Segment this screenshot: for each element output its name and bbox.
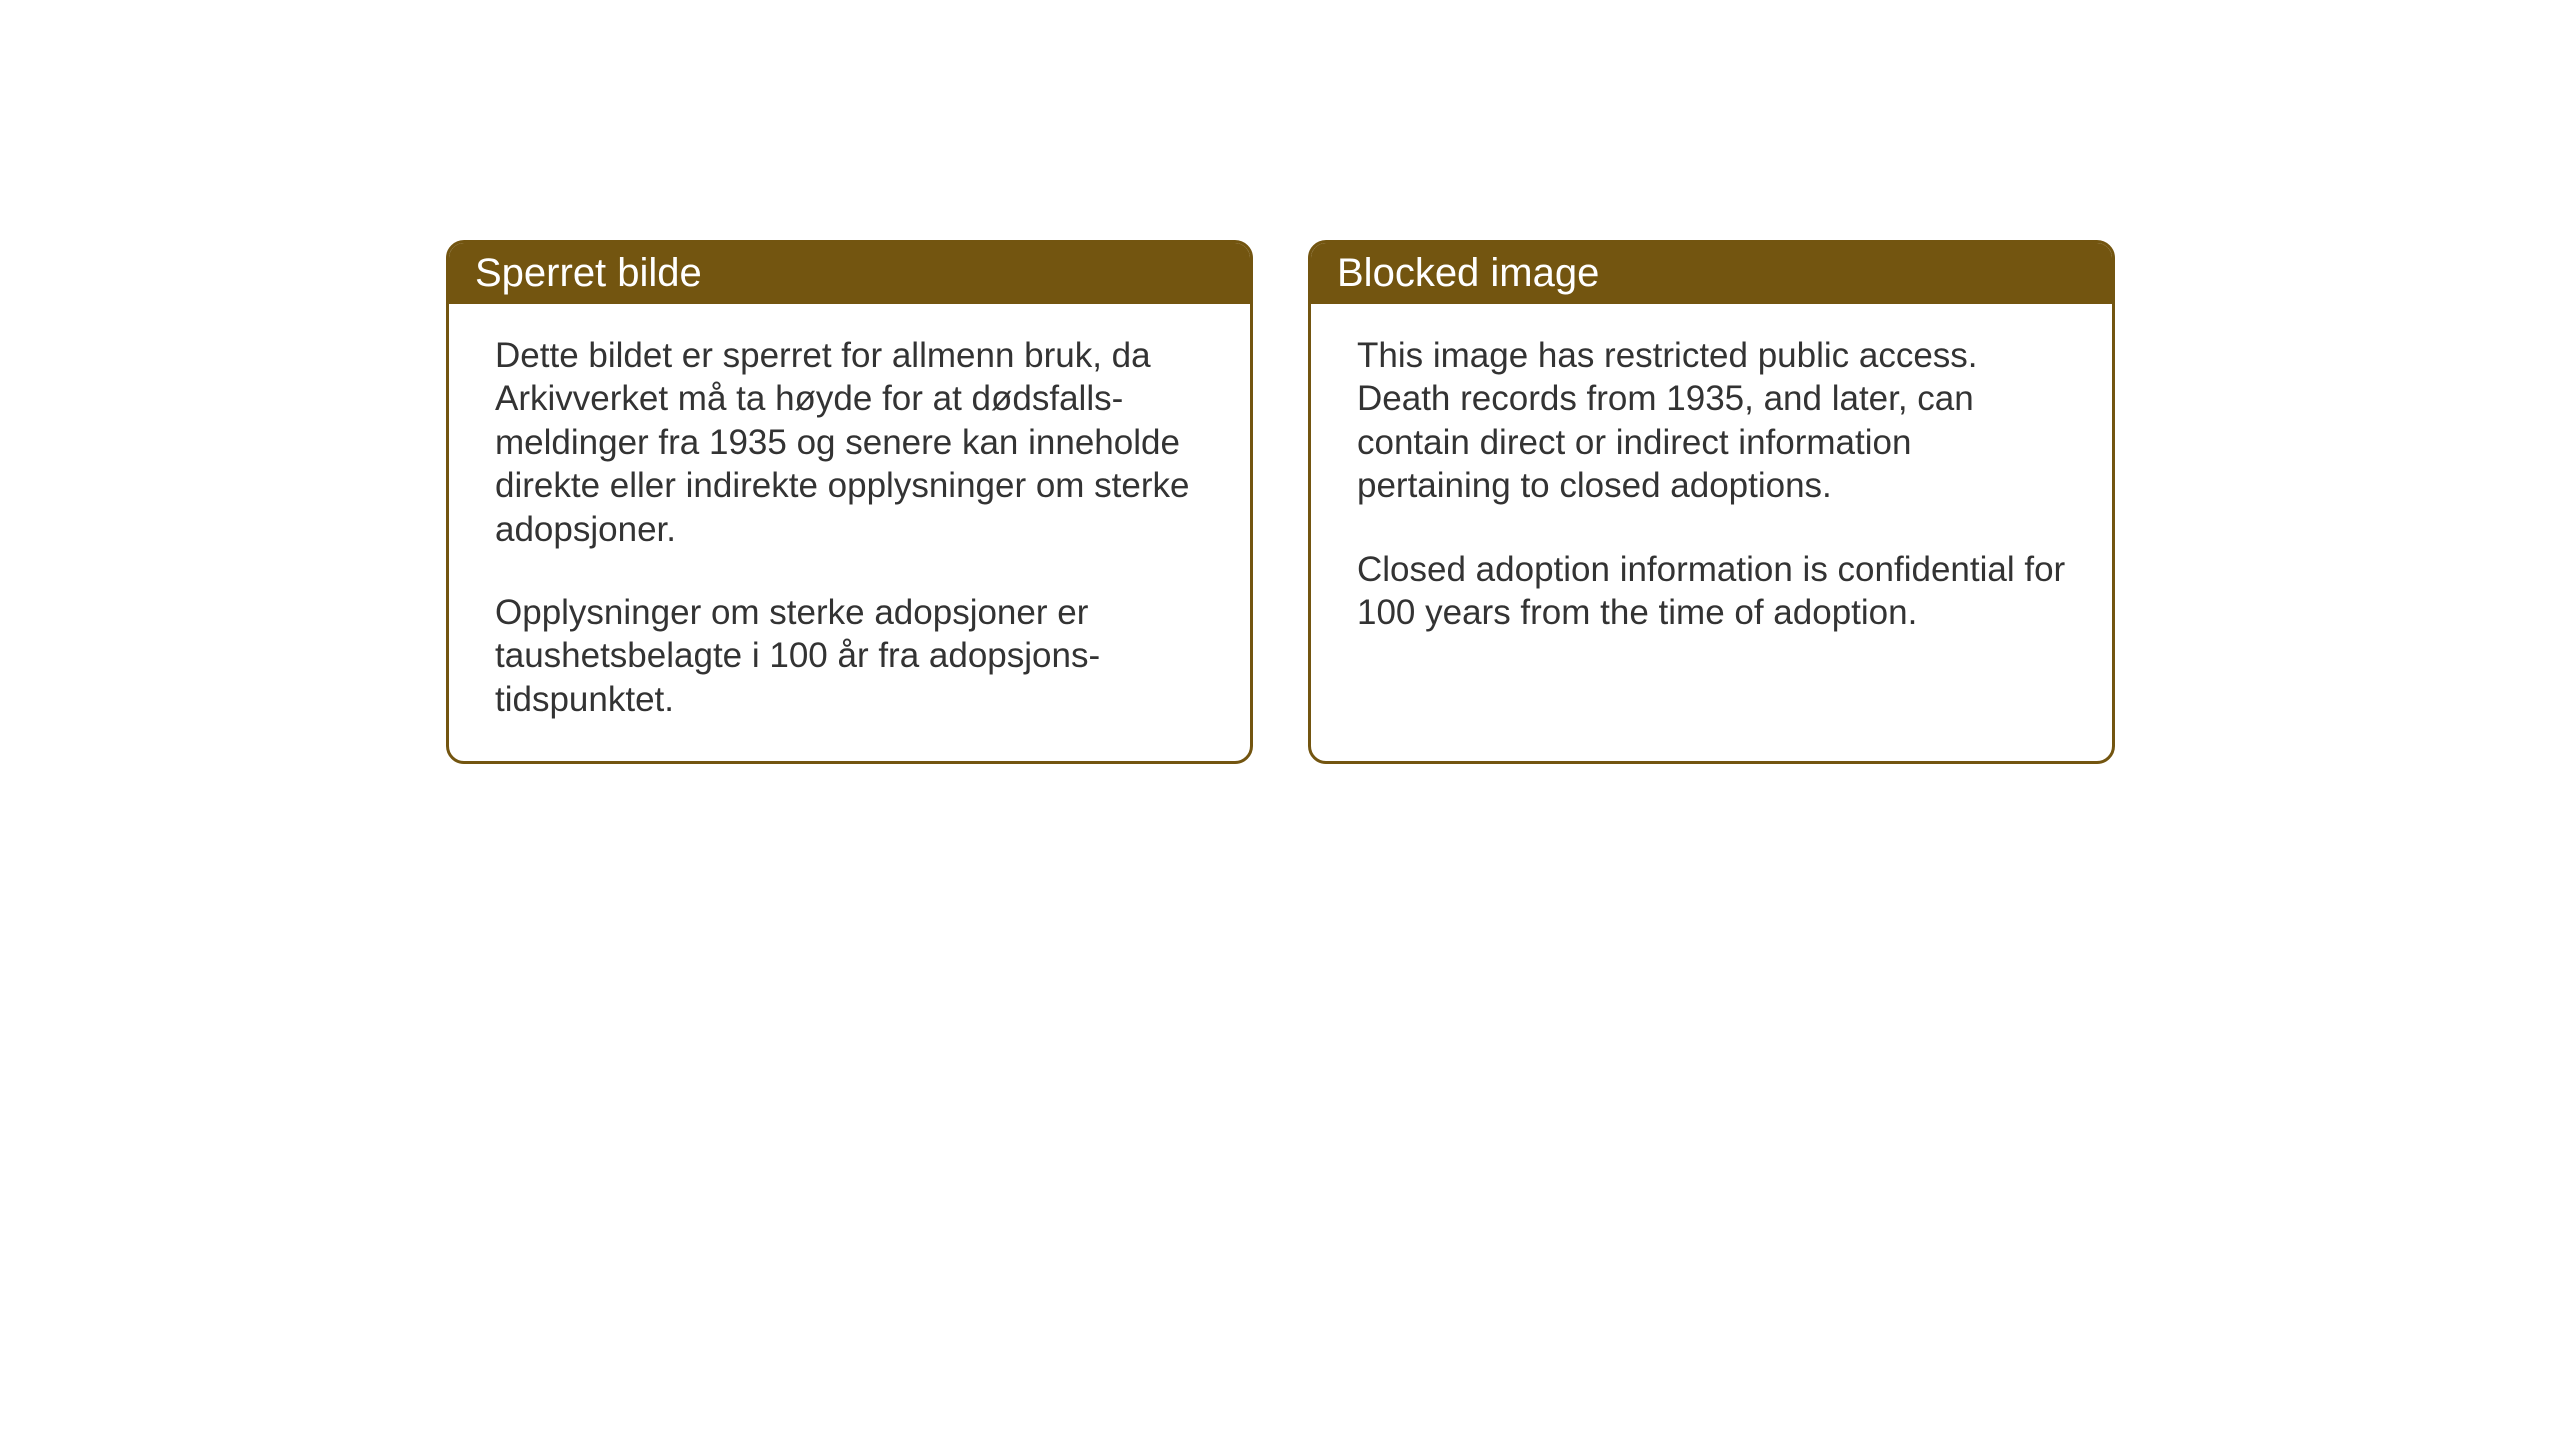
english-paragraph-2: Closed adoption information is confident… [1357, 548, 2066, 635]
english-paragraph-1: This image has restricted public access.… [1357, 334, 2066, 508]
english-card-body: This image has restricted public access.… [1311, 304, 2112, 734]
cards-container: Sperret bilde Dette bildet er sperret fo… [446, 240, 2115, 764]
norwegian-paragraph-1: Dette bildet er sperret for allmenn bruk… [495, 334, 1204, 551]
english-card-header: Blocked image [1311, 243, 2112, 304]
english-card: Blocked image This image has restricted … [1308, 240, 2115, 764]
norwegian-card-body: Dette bildet er sperret for allmenn bruk… [449, 304, 1250, 761]
norwegian-card-header: Sperret bilde [449, 243, 1250, 304]
norwegian-paragraph-2: Opplysninger om sterke adopsjoner er tau… [495, 591, 1204, 721]
english-card-title: Blocked image [1337, 251, 1599, 295]
norwegian-card-title: Sperret bilde [475, 251, 702, 295]
norwegian-card: Sperret bilde Dette bildet er sperret fo… [446, 240, 1253, 764]
